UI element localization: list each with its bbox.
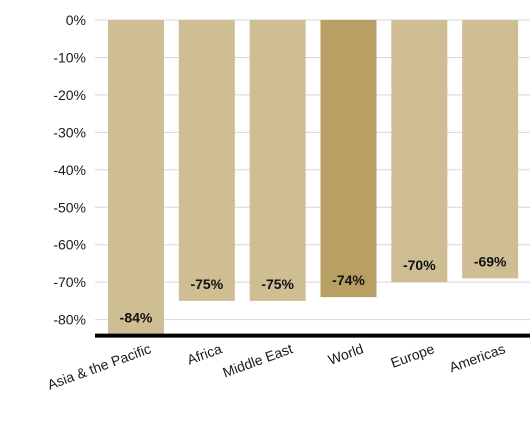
category-label: Middle East [220,340,294,380]
bar-middle-east [249,20,306,301]
category-label: Americas [447,340,507,375]
y-tick-label: -20% [53,87,86,103]
category-label: Asia & the Pacific [45,340,153,392]
bar-africa [178,20,235,301]
data-label: -74% [332,272,365,288]
data-label: -69% [474,253,507,269]
data-labels: -84% -75% -75% -74% -70% -69% [120,253,507,325]
bar-europe [391,20,448,283]
y-tick-label: -30% [53,124,86,140]
y-tick-label: -10% [53,49,86,65]
bar-americas [462,20,519,279]
y-tick-label: 0% [66,12,86,28]
bar-world [320,20,377,298]
category-label: World [326,340,366,367]
category-label: Africa [185,340,224,367]
data-label: -75% [190,276,223,292]
gridlines [95,19,530,321]
y-tick-label: -70% [53,274,86,290]
data-label: -75% [261,276,294,292]
data-label: -84% [120,310,153,326]
category-label: Europe [388,340,436,371]
y-axis-ticks: 0% -10% -20% -30% -40% -50% -60% -70% -80% [53,12,86,328]
bar-asia-the-pacific [108,20,164,335]
y-tick-label: -80% [53,312,86,328]
bars [108,20,519,335]
y-tick-label: -50% [53,199,86,215]
y-tick-label: -60% [53,237,86,253]
data-label: -70% [403,257,436,273]
y-tick-label: -40% [53,162,86,178]
